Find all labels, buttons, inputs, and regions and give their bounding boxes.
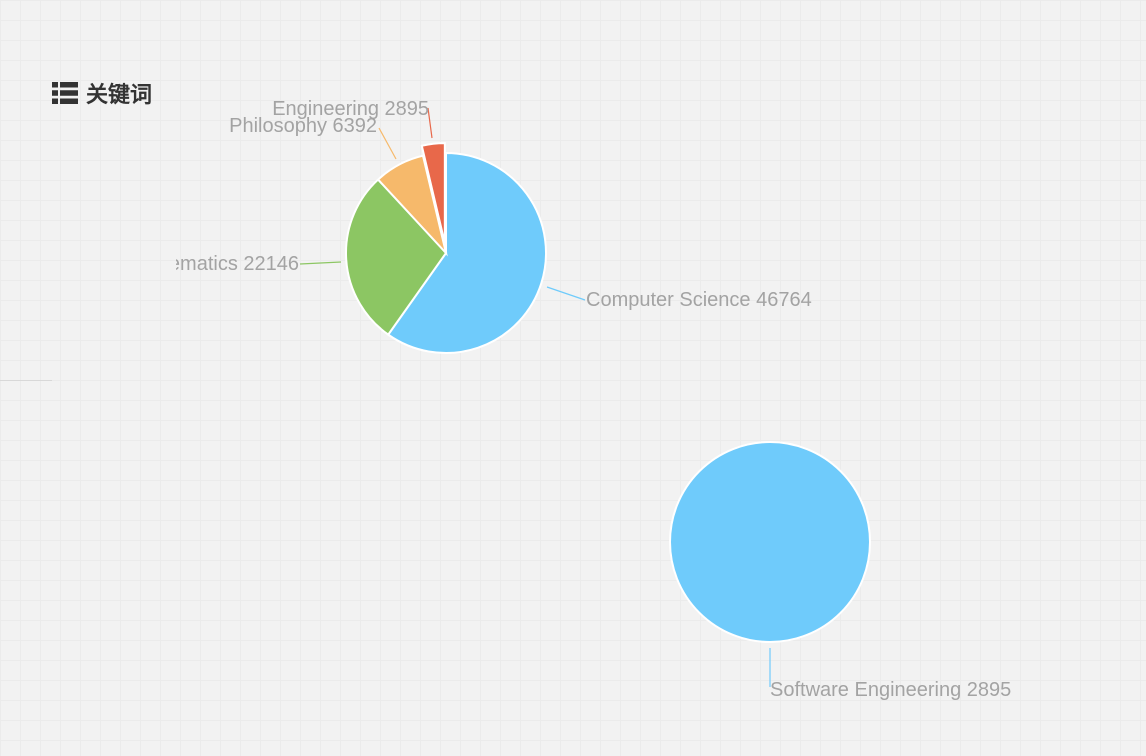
- pie-label-software-engineering: Software Engineering 2895: [770, 679, 1011, 701]
- pie-slice-computer-science[interactable]: [386, 151, 547, 354]
- leader-line-computer-science: [546, 286, 586, 301]
- panel-title: 关键词: [86, 83, 153, 108]
- pie-label-mathematics: Mathematics 22146: [124, 253, 299, 275]
- divider: [0, 380, 52, 381]
- pie-slice-philosophy[interactable]: [376, 154, 448, 257]
- pie-slice-engineering[interactable]: [420, 142, 446, 244]
- pie-slice-software-engineering[interactable]: [669, 441, 871, 643]
- pie-label-computer-science: Computer Science 46764: [586, 289, 812, 311]
- pie-label-philosophy: Philosophy 6392: [229, 115, 377, 137]
- list-icon: [52, 82, 78, 104]
- leader-line-engineering: [427, 107, 433, 139]
- pie-label-engineering: Engineering 2895: [272, 98, 429, 120]
- pie-chart-subjects: Computer Science 46764 Mathematics 22146 P…: [124, 98, 812, 354]
- pie-slice-mathematics[interactable]: [345, 178, 448, 337]
- leader-line-philosophy: [378, 127, 397, 160]
- panel-header: 关键词: [52, 78, 152, 108]
- leader-line-mathematics: [299, 261, 342, 265]
- pie-chart-software-engineering: Software Engineering 2895: [669, 441, 1011, 701]
